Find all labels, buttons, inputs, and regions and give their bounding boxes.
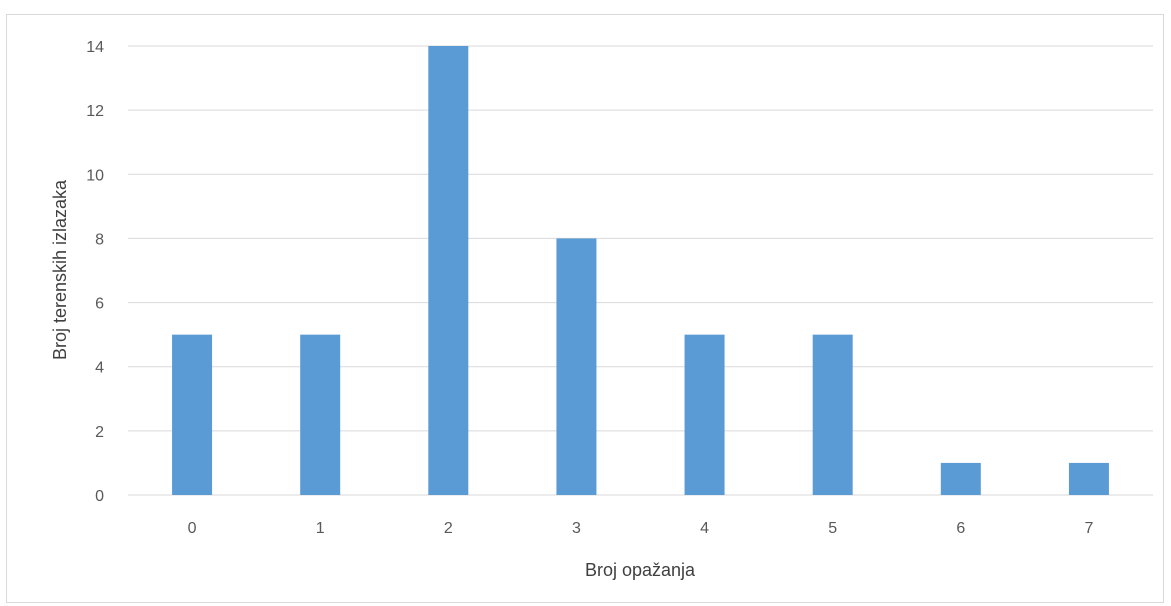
y-tick-label: 14 bbox=[86, 39, 104, 56]
y-axis-title: Broj terenskih izlazaka bbox=[50, 179, 70, 360]
x-tick-label: 0 bbox=[188, 520, 197, 537]
x-tick-label: 2 bbox=[444, 520, 453, 537]
bar-6 bbox=[940, 462, 981, 495]
x-tick-label: 6 bbox=[956, 520, 965, 537]
y-tick-label: 0 bbox=[95, 488, 104, 505]
y-tick-label: 2 bbox=[95, 424, 104, 441]
x-tick-label: 7 bbox=[1084, 520, 1093, 537]
x-tick-label: 5 bbox=[828, 520, 837, 537]
bar-4 bbox=[684, 334, 725, 495]
y-tick-label: 8 bbox=[95, 231, 104, 248]
y-tick-label: 10 bbox=[86, 167, 104, 184]
bar-5 bbox=[812, 334, 853, 495]
bar-7 bbox=[1068, 462, 1109, 495]
x-tick-label: 4 bbox=[700, 520, 709, 537]
x-axis-title: Broj opažanja bbox=[585, 560, 696, 580]
y-tick-label: 6 bbox=[95, 296, 104, 313]
y-axis-ticks: 0 2 4 6 8 10 12 14 bbox=[86, 39, 104, 505]
y-tick-label: 4 bbox=[95, 360, 104, 377]
bar-3 bbox=[556, 238, 597, 495]
x-tick-label: 3 bbox=[572, 520, 581, 537]
bar-1 bbox=[300, 334, 341, 495]
x-axis-ticks: 0 1 2 3 4 5 6 7 bbox=[188, 520, 1094, 537]
gridlines bbox=[128, 45, 1153, 496]
bars bbox=[172, 46, 1109, 495]
bar-0 bbox=[172, 334, 213, 495]
x-tick-label: 1 bbox=[316, 520, 325, 537]
y-tick-label: 12 bbox=[86, 103, 104, 120]
bar-2 bbox=[428, 46, 469, 495]
